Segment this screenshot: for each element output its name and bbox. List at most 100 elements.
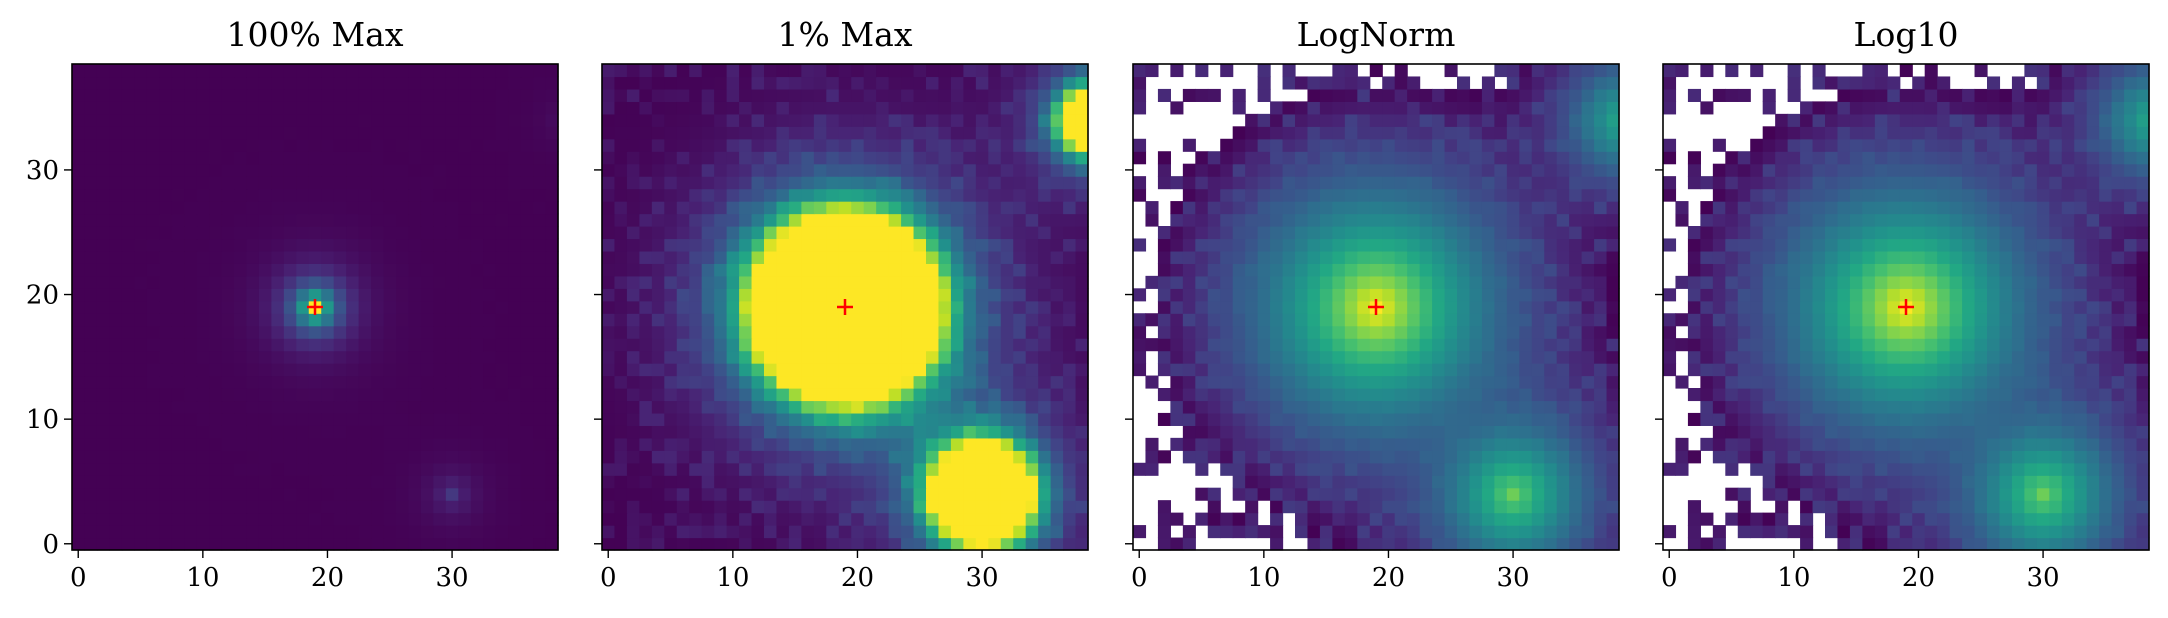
pixel-cell	[1232, 201, 1246, 215]
pixel-cell	[988, 537, 1002, 551]
pixel-cell	[988, 201, 1002, 215]
pixel-cell	[1556, 263, 1570, 277]
pixel-cell	[1432, 163, 1446, 177]
pixel-cell	[1332, 176, 1346, 190]
pixel-cell	[1394, 163, 1408, 177]
pixel-cell	[1569, 188, 1583, 202]
pixel-cell	[801, 275, 815, 289]
pixel-cell	[1170, 64, 1184, 78]
pixel-cell	[1357, 300, 1371, 314]
pixel-cell	[146, 163, 160, 177]
pixel-cell	[1469, 375, 1483, 389]
pixel-cell	[1457, 338, 1471, 352]
pixel-cell	[321, 437, 335, 451]
pixel-cell	[876, 388, 890, 402]
pixel-cell	[764, 250, 778, 264]
pixel-cell	[651, 238, 665, 252]
pixel-cell	[1207, 300, 1221, 314]
pixel-cell	[520, 325, 534, 339]
pixel-cell	[863, 325, 877, 339]
pixel-cell	[913, 512, 927, 526]
pixel-cell	[1038, 313, 1052, 327]
axes-frame	[71, 63, 559, 551]
pixel-cell	[826, 163, 840, 177]
pixel-cell	[1494, 425, 1508, 439]
pixel-cell	[2136, 512, 2150, 526]
pixel-cell	[296, 375, 310, 389]
pixel-cell	[1825, 350, 1839, 364]
pixel-cell	[271, 300, 285, 314]
pixel-cell	[813, 113, 827, 127]
pixel-cell	[1444, 250, 1458, 264]
pixel-cell	[963, 151, 977, 165]
pixel-cell	[1013, 363, 1027, 377]
pixel-cell	[420, 487, 434, 501]
pixel-cell	[1444, 525, 1458, 539]
pixel-cell	[1025, 226, 1039, 240]
pixel-cell	[1675, 462, 1689, 476]
pixel-cell	[1063, 525, 1077, 539]
pixel-cell	[726, 400, 740, 414]
pixel-cell	[614, 64, 628, 78]
pixel-cell	[1569, 138, 1583, 152]
pixel-cell	[1519, 400, 1533, 414]
pixel-cell	[196, 275, 210, 289]
pixel-cell	[1344, 138, 1358, 152]
pixel-cell	[109, 388, 123, 402]
pixel-cell	[96, 300, 110, 314]
pixel-cell	[134, 388, 148, 402]
pixel-cell	[1270, 462, 1284, 476]
pixel-cell	[1270, 437, 1284, 451]
pixel-cell	[689, 300, 703, 314]
pixel-cell	[1357, 425, 1371, 439]
pixel-cell	[1295, 350, 1309, 364]
pixel-cell	[1025, 425, 1039, 439]
pixel-cell	[445, 138, 459, 152]
pixel-cell	[751, 537, 765, 551]
pixel-cell	[1687, 450, 1701, 464]
pixel-cell	[739, 537, 753, 551]
pixel-cell	[1000, 126, 1014, 140]
pixel-cell	[838, 76, 852, 90]
pixel-cell	[1025, 487, 1039, 501]
pixel-cell	[838, 363, 852, 377]
pixel-cell	[1556, 350, 1570, 364]
pixel-cell	[1825, 512, 1839, 526]
pixel-cell	[1899, 525, 1913, 539]
pixel-cell	[813, 126, 827, 140]
pixel-cell	[420, 226, 434, 240]
pixel-cell	[1000, 400, 1014, 414]
pixel-cell	[1581, 450, 1595, 464]
pixel-cell	[1594, 425, 1608, 439]
pixel-cell	[1419, 163, 1433, 177]
pixel-cell	[283, 425, 297, 439]
pixel-cell	[1556, 338, 1570, 352]
pixel-cell	[901, 76, 915, 90]
pixel-cell	[258, 400, 272, 414]
pixel-cell	[1270, 126, 1284, 140]
pixel-cell	[901, 325, 915, 339]
pixel-cell	[614, 363, 628, 377]
pixel-cell	[1924, 487, 1938, 501]
pixel-cell	[1712, 350, 1726, 364]
pixel-cell	[371, 338, 385, 352]
pixel-cell	[1712, 525, 1726, 539]
pixel-cell	[1013, 213, 1027, 227]
pixel-cell	[159, 375, 173, 389]
pixel-cell	[1025, 201, 1039, 215]
pixel-cell	[1232, 88, 1246, 102]
pixel-cell	[171, 300, 185, 314]
pixel-cell	[1344, 525, 1358, 539]
pixel-cell	[1407, 350, 1421, 364]
pixel-cell	[271, 138, 285, 152]
pixel-cell	[1220, 201, 1234, 215]
pixel-cell	[1800, 487, 1814, 501]
pixel-cell	[714, 363, 728, 377]
pixel-cell	[84, 363, 98, 377]
pixel-cell	[1962, 400, 1976, 414]
pixel-cell	[508, 300, 522, 314]
pixel-cell	[146, 475, 160, 489]
pixel-cell	[1924, 500, 1938, 514]
pixel-cell	[408, 338, 422, 352]
pixel-cell	[614, 263, 628, 277]
